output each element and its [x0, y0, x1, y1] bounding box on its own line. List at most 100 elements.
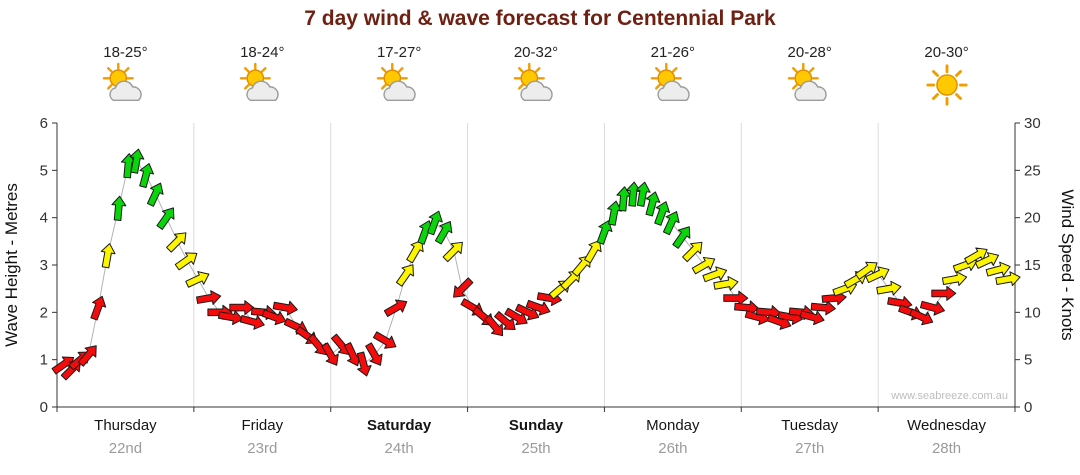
- wind-arrow: [196, 290, 222, 305]
- watermark: www.seabreeze.com.au: [890, 390, 1008, 402]
- day-date: 22nd: [108, 440, 143, 457]
- day-name: Saturday: [367, 417, 432, 434]
- day-label: Wednesday 28th: [877, 417, 1017, 457]
- temperature-range: 20-28°: [787, 44, 832, 61]
- wind-arrow: [166, 232, 187, 253]
- wind-axis-tick-label: 5: [1024, 352, 1032, 369]
- day-date: 26th: [658, 440, 688, 457]
- wind-arrow: [995, 271, 1021, 287]
- wind-arrow: [272, 300, 298, 316]
- day-name: Friday: [241, 417, 284, 434]
- day-label: Monday 26th: [603, 417, 743, 457]
- day-label: Sunday 25th: [466, 417, 606, 457]
- wind-arrow: [682, 241, 703, 263]
- day-forecast-header: 20-32°: [471, 44, 601, 113]
- wind-arrow: [111, 195, 127, 221]
- wind-arrow: [691, 256, 716, 275]
- wave-axis-tick-label: 6: [40, 115, 48, 132]
- wind-arrow: [434, 221, 453, 245]
- wind-arrow: [876, 280, 902, 296]
- day-name: Monday: [646, 417, 700, 434]
- wave-axis-tick-label: 2: [40, 304, 48, 321]
- temperature-range: 17-27°: [376, 44, 422, 61]
- wind-arrow: [662, 211, 680, 236]
- wind-arrow: [77, 345, 97, 367]
- temperature-range: 18-25°: [103, 44, 148, 61]
- wave-height-line: [63, 160, 1009, 370]
- day-name: Wednesday: [907, 417, 987, 434]
- wind-axis-tick-label: 0: [1024, 399, 1032, 416]
- wave-axis-tick-label: 0: [40, 399, 48, 416]
- wind-axis-tick-label: 20: [1024, 210, 1041, 227]
- wave-axis-tick-label: 1: [40, 352, 48, 369]
- wind-arrow: [919, 300, 945, 316]
- wind-arrow: [90, 295, 107, 321]
- day-forecast-header: 20-30°: [882, 44, 1012, 113]
- wave-axis-tick-label: 4: [40, 210, 48, 227]
- wind-axis-title: Wind Speed - Knots: [1058, 189, 1077, 340]
- day-name: Thursday: [94, 417, 157, 434]
- day-forecast-header: 21-26°: [608, 44, 738, 113]
- day-date: 28th: [931, 440, 962, 457]
- wind-arrow: [560, 270, 581, 291]
- temperature-range: 20-32°: [513, 44, 559, 61]
- wind-arrow: [365, 342, 383, 366]
- day-label: Thursday 22nd: [55, 417, 195, 457]
- wind-arrow: [909, 308, 934, 326]
- wind-axis-tick-label: 10: [1024, 304, 1041, 321]
- wind-arrow: [156, 207, 175, 230]
- wind-arrow: [654, 201, 671, 226]
- day-name: Tuesday: [781, 417, 839, 434]
- wind-arrow: [607, 200, 622, 226]
- wind-arrow: [239, 315, 265, 330]
- wind-arrow: [406, 239, 424, 264]
- wind-arrow: [571, 255, 591, 277]
- page-title: 7 day wind & wave forecast for Centennia…: [304, 7, 776, 30]
- wind-arrow: [865, 266, 890, 284]
- wind-arrow: [229, 300, 255, 316]
- temperature-range: 20-30°: [924, 44, 969, 61]
- day-label: Tuesday 27th: [740, 417, 880, 457]
- day-forecast-header: 18-25°: [60, 44, 190, 113]
- wind-arrow: [139, 163, 155, 189]
- day-date: 23rd: [247, 440, 278, 457]
- temperature-range: 21-26°: [650, 44, 696, 61]
- wind-arrow: [442, 241, 463, 263]
- wave-axis-tick-label: 3: [40, 257, 48, 274]
- day-date: 25th: [521, 440, 551, 457]
- wind-arrow: [974, 252, 999, 269]
- wind-arrow: [453, 277, 474, 298]
- wind-arrow: [635, 181, 651, 207]
- wind-arrow: [931, 285, 957, 301]
- wind-arrow: [645, 191, 661, 217]
- day-date: 24th: [384, 440, 414, 457]
- wind-arrow: [129, 148, 145, 174]
- wave-axis-tick-label: 5: [40, 162, 48, 179]
- wind-arrow: [672, 226, 691, 249]
- wind-arrow: [356, 351, 372, 377]
- wind-axis-tick-label: 15: [1024, 257, 1041, 274]
- wind-arrow: [426, 210, 443, 236]
- wave-axis-title: Wave Height - Metres: [2, 183, 21, 347]
- wind-arrow: [261, 309, 287, 326]
- wind-arrow: [941, 271, 968, 287]
- day-label: Saturday 24th: [329, 417, 469, 457]
- wind-arrow: [372, 331, 397, 349]
- wind-arrow: [100, 243, 116, 269]
- wind-arrow: [484, 314, 504, 337]
- day-forecast-header: 20-28°: [745, 44, 875, 113]
- wind-arrow: [395, 264, 414, 287]
- wind-arrow: [713, 275, 739, 291]
- wind-arrow: [596, 220, 613, 245]
- day-forecast-header: 17-27°: [334, 44, 464, 113]
- wind-arrow: [321, 342, 339, 366]
- day-label: Friday 23rd: [192, 417, 332, 457]
- wind-arrow: [985, 261, 1011, 277]
- wind-arrow: [383, 299, 408, 317]
- wind-arrow: [702, 266, 728, 283]
- wind-arrow: [146, 182, 164, 207]
- wind-arrow: [525, 299, 551, 316]
- day-name: Sunday: [508, 417, 564, 434]
